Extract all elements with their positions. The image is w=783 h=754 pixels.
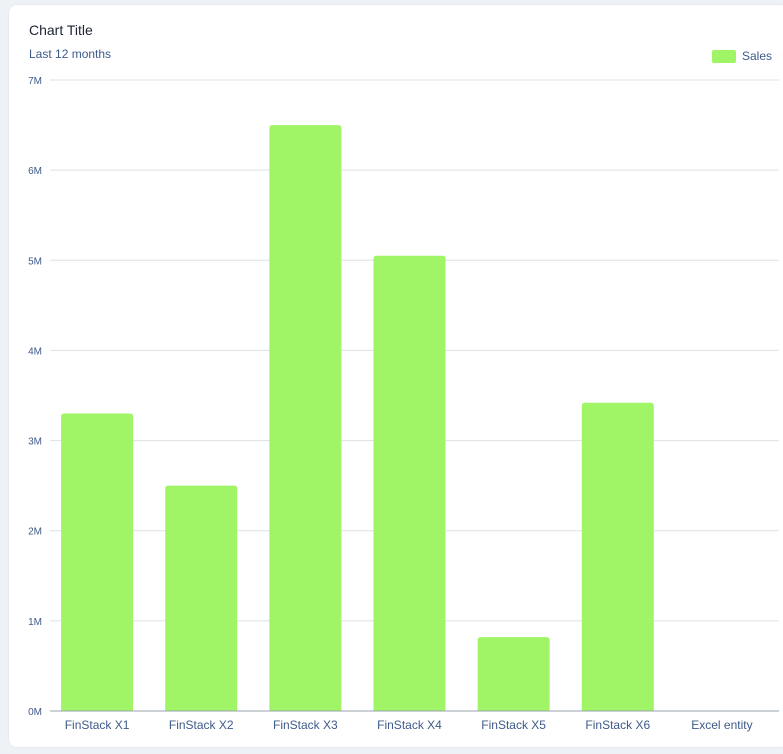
- x-tick-label: FinStack X5: [481, 718, 546, 732]
- bar-finstack-x5[interactable]: [477, 637, 550, 711]
- bar-finstack-x3[interactable]: [269, 125, 342, 712]
- bar-finstack-x1[interactable]: [61, 413, 134, 711]
- chart-title: Chart Title: [29, 22, 93, 38]
- chart-legend[interactable]: Sales: [712, 49, 772, 63]
- y-tick-label: 2M: [28, 527, 42, 538]
- y-axis-ticks: 0M 1M 2M 3M 4M 5M 6M 7M: [28, 76, 42, 718]
- y-tick-label: 5M: [28, 256, 42, 267]
- x-tick-label: Excel entity: [691, 718, 752, 732]
- legend-swatch-sales: [712, 49, 736, 63]
- bar-finstack-x2[interactable]: [165, 485, 238, 711]
- bars: [61, 125, 654, 712]
- x-tick-label: FinStack X1: [65, 718, 130, 732]
- x-tick-label: FinStack X2: [169, 718, 234, 732]
- x-tick-label: FinStack X3: [273, 718, 338, 732]
- y-tick-label: 6M: [28, 166, 42, 177]
- y-tick-label: 4M: [28, 346, 42, 357]
- bar-finstack-x6[interactable]: [581, 402, 654, 711]
- x-tick-label: FinStack X6: [585, 718, 650, 732]
- x-tick-label: FinStack X4: [377, 718, 442, 732]
- chart-subtitle: Last 12 months: [29, 47, 112, 61]
- legend-label-sales: Sales: [742, 49, 773, 63]
- x-axis-labels: FinStack X1 FinStack X2 FinStack X3 FinStac…: [65, 718, 753, 732]
- y-tick-label: 7M: [28, 76, 42, 87]
- chart-card: Chart Title Last 12 months Sales 0M 1M 2M 3…: [9, 5, 783, 747]
- y-tick-label: 0M: [28, 707, 42, 718]
- bar-finstack-x4[interactable]: [373, 255, 446, 711]
- y-tick-label: 3M: [28, 437, 42, 448]
- y-tick-label: 1M: [28, 617, 42, 628]
